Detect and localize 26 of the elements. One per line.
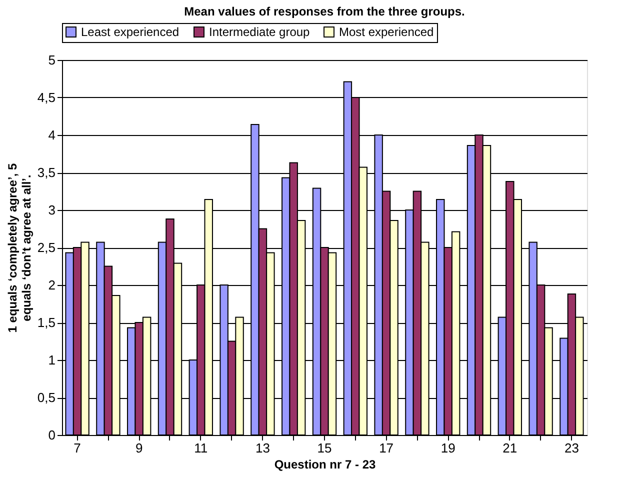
y-tick-label: 1: [48, 352, 56, 368]
y-tick-label: 3: [48, 202, 56, 218]
x-tick-label: 19: [440, 440, 456, 456]
legend-label: Intermediate group: [209, 25, 310, 39]
y-tick-label: 4,5: [37, 90, 56, 105]
x-tick-label: 21: [502, 440, 518, 456]
y-axis-title: 1 equals ‘completely agree’, 5 equals ‘don’t agree at all’.: [5, 162, 34, 333]
y-tick-label: 5: [48, 52, 56, 68]
x-tick-label: 23: [564, 440, 579, 456]
y-tick-label: 4: [48, 128, 56, 142]
chart-title: Mean values of responses from the three groups.: [184, 4, 465, 18]
x-tick-label: 17: [379, 440, 394, 456]
x-axis-title: Question nr 7 - 23: [274, 458, 376, 472]
x-tick-label: 13: [255, 440, 270, 456]
y-tick-label: 1,5: [37, 315, 56, 330]
legend-label: Least experienced: [81, 25, 180, 39]
x-tick-label: 9: [135, 440, 143, 456]
x-tick-label: 7: [74, 440, 81, 456]
y-tick-label: 2: [48, 278, 56, 292]
x-tick-label: 11: [194, 440, 208, 456]
y-tick-label: 0,5: [37, 390, 56, 405]
x-tick-label: 15: [317, 440, 332, 456]
y-tick-label: 0: [48, 428, 56, 442]
legend-label: Most experienced: [339, 25, 434, 39]
y-tick-label: 2,5: [37, 240, 56, 255]
y-tick-label: 3,5: [37, 165, 56, 180]
